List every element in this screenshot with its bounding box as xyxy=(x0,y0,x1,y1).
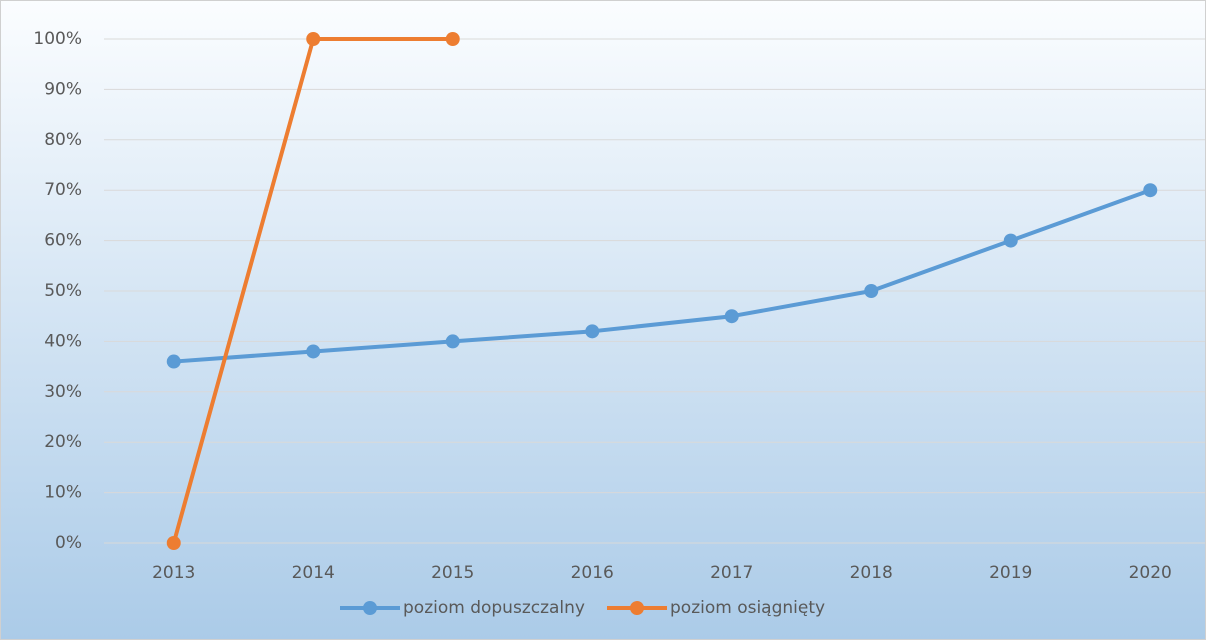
y-tick-label: 30% xyxy=(44,382,82,402)
data-point xyxy=(445,32,460,46)
y-tick-label: 50% xyxy=(44,281,82,301)
data-point xyxy=(166,536,181,550)
data-point xyxy=(306,344,321,359)
legend-marker xyxy=(630,601,644,615)
x-tick-label: 2016 xyxy=(571,563,614,583)
data-point xyxy=(166,354,181,369)
data-point xyxy=(585,324,600,339)
y-tick-label: 20% xyxy=(44,432,82,452)
x-tick-label: 2020 xyxy=(1129,563,1172,583)
y-tick-label: 90% xyxy=(44,79,82,99)
x-tick-label: 2013 xyxy=(152,563,195,583)
x-tick-label: 2019 xyxy=(989,563,1032,583)
data-point xyxy=(724,309,739,324)
data-point xyxy=(306,32,321,46)
data-point xyxy=(1143,183,1158,198)
x-tick-label: 2018 xyxy=(850,563,893,583)
y-tick-label: 60% xyxy=(44,231,82,251)
series-line xyxy=(173,188,1151,364)
y-tick-label: 40% xyxy=(44,331,82,351)
y-tick-label: 100% xyxy=(33,29,82,49)
data-point xyxy=(445,334,460,349)
y-tick-label: 10% xyxy=(44,483,82,503)
data-point xyxy=(1003,233,1018,248)
y-tick-label: 80% xyxy=(44,130,82,150)
legend-label: poziom osiągnięty xyxy=(670,598,825,618)
y-tick-label: 0% xyxy=(55,533,82,553)
data-point xyxy=(864,284,879,298)
legend-marker xyxy=(363,601,377,615)
x-tick-label: 2015 xyxy=(431,563,474,583)
x-tick-label: 2014 xyxy=(292,563,335,583)
legend-label: poziom dopuszczalny xyxy=(403,598,585,618)
x-tick-label: 2017 xyxy=(710,563,753,583)
y-tick-label: 70% xyxy=(44,180,82,200)
